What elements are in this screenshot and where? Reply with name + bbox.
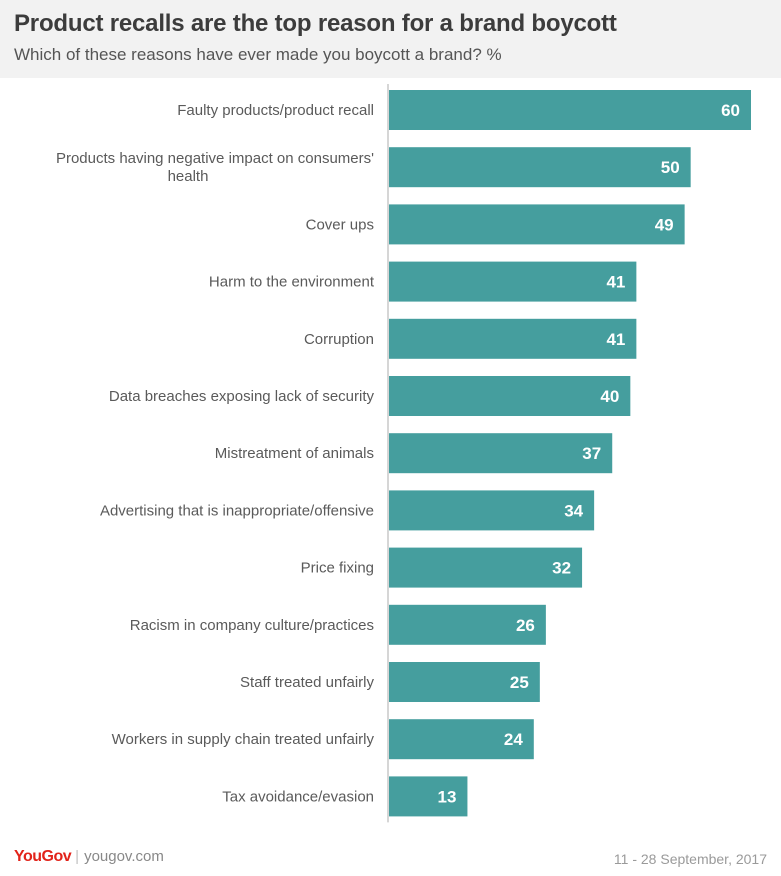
bar xyxy=(389,776,468,817)
bar xyxy=(389,719,534,760)
category-label: Staff treated unfairly xyxy=(240,674,374,691)
bar-value-label: 24 xyxy=(504,730,523,749)
bar-value-label: 49 xyxy=(655,215,674,234)
chart-title: Product recalls are the top reason for a… xyxy=(14,10,617,37)
category-label: Faulty products/product recall xyxy=(177,102,374,119)
chart-header: Product recalls are the top reason for a… xyxy=(0,0,781,78)
bar-value-label: 50 xyxy=(661,158,680,177)
bar-value-label: 60 xyxy=(721,101,740,120)
footer-separator: | xyxy=(75,848,80,865)
footer-site[interactable]: yougov.com xyxy=(84,848,164,865)
bar-chart: 60 Faulty products/product recall 50 Produc… xyxy=(56,84,751,823)
category-label: Price fixing xyxy=(301,560,374,577)
category-label: Data breaches exposing lack of security xyxy=(109,388,375,405)
category-label: Racism in company culture/practices xyxy=(130,617,374,634)
category-label: Tax avoidance/evasion xyxy=(222,788,374,805)
bar-value-label: 37 xyxy=(582,444,601,463)
footer-source: YouGov | yougov.com xyxy=(14,848,164,866)
bar-value-label: 25 xyxy=(510,673,529,692)
bar-value-label: 26 xyxy=(516,616,535,635)
bar xyxy=(389,376,631,416)
bar xyxy=(389,90,751,130)
bar xyxy=(389,261,637,302)
category-label: Advertising that is inappropriate/offens… xyxy=(100,502,374,519)
bar-value-label: 13 xyxy=(438,787,457,806)
bar xyxy=(389,433,613,474)
yougov-logo: YouGov xyxy=(14,848,72,865)
category-label: Harm to the environment xyxy=(209,274,375,291)
bar xyxy=(389,604,546,645)
bar xyxy=(389,318,637,359)
bar-value-label: 41 xyxy=(606,330,625,349)
category-label: Workers in supply chain treated unfairly xyxy=(112,731,375,748)
bar xyxy=(389,147,691,188)
bar-value-label: 34 xyxy=(564,501,583,520)
bar-value-label: 40 xyxy=(600,387,619,406)
category-label: Mistreatment of animals xyxy=(215,445,374,462)
footer-date: 11 - 28 September, 2017 xyxy=(613,851,767,867)
category-label: Cover ups xyxy=(306,216,374,233)
bar-value-label: 32 xyxy=(552,559,571,578)
bar xyxy=(389,490,595,531)
bar xyxy=(389,662,540,702)
category-label: Products having negative impact on consu… xyxy=(56,150,374,185)
bar xyxy=(389,204,685,245)
bar xyxy=(389,547,583,588)
bar-value-label: 41 xyxy=(606,273,625,292)
chart-subtitle: Which of these reasons have ever made yo… xyxy=(14,45,502,64)
category-label: Corruption xyxy=(304,331,374,348)
